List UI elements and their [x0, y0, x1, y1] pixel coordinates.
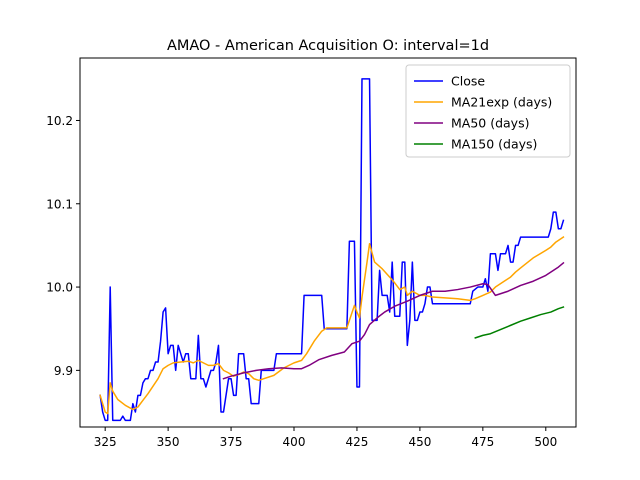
x-tick-label-4: 425 — [346, 435, 369, 449]
x-tick-label-1: 350 — [157, 435, 180, 449]
series-line-1 — [99, 236, 565, 415]
x-tick-label-6: 475 — [471, 435, 494, 449]
x-axis: 325 350 375 400 425 450 475 500 — [94, 427, 557, 449]
series-line-2 — [222, 261, 565, 380]
series-layer — [99, 78, 565, 422]
x-tick-label-3: 400 — [283, 435, 306, 449]
x-tick-label-0: 325 — [94, 435, 117, 449]
y-tick-label-1: 10.0 — [46, 281, 73, 295]
legend-label-3: MA150 (days) — [451, 137, 537, 152]
y-tick-label-3: 10.2 — [46, 114, 73, 128]
legend-label-1: MA21exp (days) — [451, 95, 552, 110]
y-axis: 9.9 10.0 10.1 10.2 — [46, 114, 80, 378]
legend: Close MA21exp (days) MA50 (days) MA150 (day… — [405, 64, 571, 158]
legend-label-0: Close — [451, 74, 485, 89]
series-line-0 — [99, 78, 565, 422]
x-tick-label-7: 500 — [534, 435, 557, 449]
legend-label-2: MA50 (days) — [451, 116, 529, 131]
y-tick-label-2: 10.1 — [46, 197, 73, 211]
legend-box — [405, 64, 571, 158]
chart-title: AMAO - American Acquisition O: interval=… — [167, 38, 489, 54]
y-tick-label-0: 9.9 — [54, 364, 73, 378]
plot-frame — [79, 57, 577, 428]
series-line-3 — [474, 306, 565, 339]
x-tick-label-5: 450 — [408, 435, 431, 449]
x-tick-label-2: 375 — [220, 435, 243, 449]
